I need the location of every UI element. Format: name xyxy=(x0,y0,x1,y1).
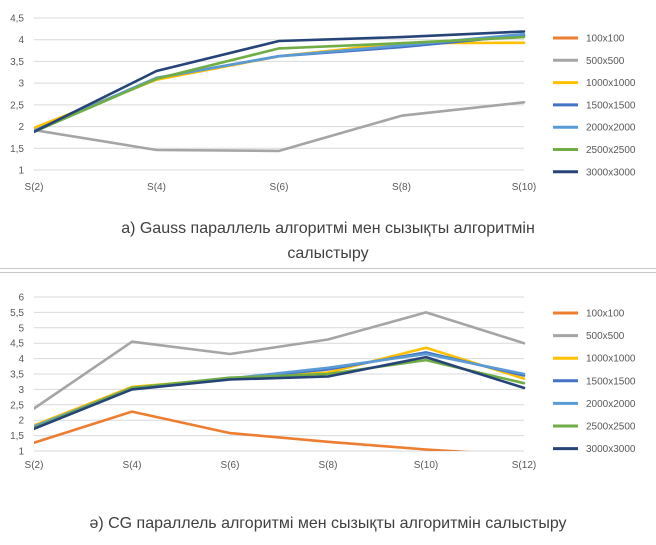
chart-panel-cg: 1 1,5 2 2,5 3 3,5 4 4,5 5 5,5 6 S(2) S(4) S(6) S(8) S(1… xyxy=(0,272,656,545)
legend-label: 2000x2000 xyxy=(586,123,636,134)
x-tick-label: S(8) xyxy=(319,460,338,471)
y-tick-label: 3 xyxy=(18,385,24,396)
y-tick-label: 4,5 xyxy=(10,339,24,350)
gauss-line-chart: 1 1,5 2 2,5 3 3,5 4 4,5 S(2) S(4) S(6) S(8) S(10) 100… xyxy=(10,14,636,194)
legend-label: 2500x2500 xyxy=(586,422,636,433)
legend-label: 500x500 xyxy=(586,331,625,342)
x-tick-label: S(4) xyxy=(123,460,142,471)
y-tick-label: 3,5 xyxy=(10,370,24,381)
y-tick-label: 2,5 xyxy=(10,400,24,411)
cg-line-chart: 1 1,5 2 2,5 3 3,5 4 4,5 5 5,5 6 S(2) S(4) S(6) S(8) S(1… xyxy=(10,293,636,472)
series-line-500x500 xyxy=(34,311,526,410)
y-tick-label: 1 xyxy=(18,447,24,458)
x-tick-label: S(2) xyxy=(25,460,44,471)
legend-label: 100x100 xyxy=(586,309,625,320)
legend-label: 1500x1500 xyxy=(586,100,636,111)
chart-caption-gauss: а) Gauss параллель алгоритмі мен сызықты… xyxy=(121,220,535,262)
series-line-3000x3000 xyxy=(34,30,526,134)
y-tick-label: 1,5 xyxy=(10,431,24,442)
x-tick-label: S(10) xyxy=(414,460,438,471)
legend-label: 1000x1000 xyxy=(586,78,636,89)
x-tick-label: S(4) xyxy=(147,182,166,193)
x-tick-label: S(8) xyxy=(392,182,411,193)
y-tick-label: 5 xyxy=(18,323,24,334)
y-tick-label: 1 xyxy=(18,166,24,177)
y-tick-label: 1,5 xyxy=(10,144,24,155)
x-tick-label: S(6) xyxy=(221,460,240,471)
y-tick-label: 6 xyxy=(18,293,24,304)
series-line-500x500 xyxy=(34,101,526,153)
series-line-100x100 xyxy=(34,410,472,451)
x-tick-label: S(10) xyxy=(512,182,536,193)
y-tick-label: 4 xyxy=(18,354,24,365)
legend-label: 2000x2000 xyxy=(586,399,636,410)
legend-label: 500x500 xyxy=(586,56,625,67)
series-line-2500x2500 xyxy=(34,358,526,430)
y-tick-label: 2 xyxy=(18,416,24,427)
y-tick-label: 5,5 xyxy=(10,308,24,319)
x-tick-label: S(2) xyxy=(25,182,44,193)
y-tick-label: 4 xyxy=(18,35,24,46)
series-line-3000x3000 xyxy=(34,355,526,431)
legend-label: 1000x1000 xyxy=(586,354,636,365)
legend-label: 1500x1500 xyxy=(586,376,636,387)
y-tick-label: 3 xyxy=(18,79,24,90)
y-tick-label: 3,5 xyxy=(10,57,24,68)
y-tick-label: 4,5 xyxy=(10,14,24,25)
x-tick-label: S(12) xyxy=(512,460,536,471)
legend-label: 3000x3000 xyxy=(586,167,636,178)
legend-label: 3000x3000 xyxy=(586,444,636,455)
y-tick-label: 2 xyxy=(18,122,24,133)
chart-panel-gauss: 1 1,5 2 2,5 3 3,5 4 4,5 S(2) S(4) S(6) S(8) S(10) 100… xyxy=(0,0,656,269)
chart-caption-cg: ә) CG параллель алгоритмі мен сызықты ал… xyxy=(89,515,567,532)
x-tick-label: S(6) xyxy=(270,182,289,193)
legend-label: 100x100 xyxy=(586,34,625,45)
series-line-2500x2500 xyxy=(34,35,526,134)
legend-label: 2500x2500 xyxy=(586,145,636,156)
y-tick-label: 2,5 xyxy=(10,100,24,111)
